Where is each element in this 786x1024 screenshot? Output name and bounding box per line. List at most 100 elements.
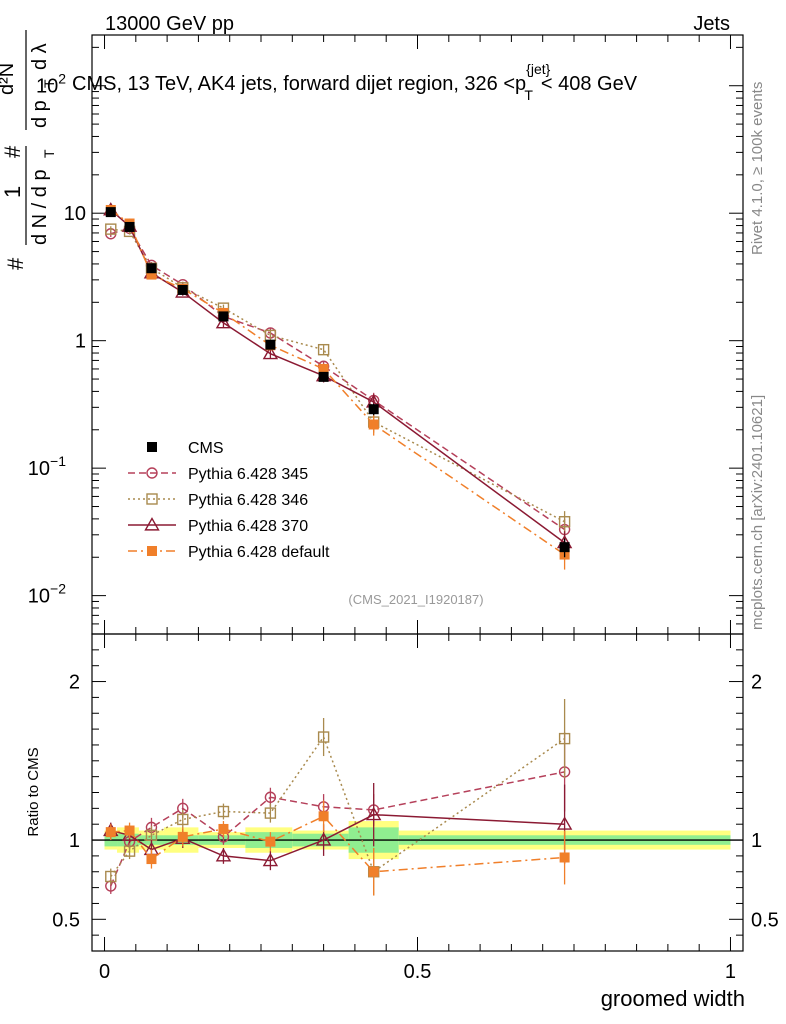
ratio-y-tick-label-left: 2: [69, 672, 80, 694]
ratio-data-point: [558, 732, 571, 745]
main-series-pythia-6-428-default: [105, 204, 570, 570]
x-tick-label: 0: [99, 961, 110, 983]
legend-item: Pythia 6.428 345: [128, 466, 308, 483]
main-y-tick-base: 10: [28, 458, 50, 480]
ratio-data-point: [146, 854, 157, 865]
y-label-dlambda: d λ: [29, 43, 51, 70]
main-y-axis-label: # 1 d N / d p T # d²N d p T d λ: [0, 30, 57, 270]
legend-label: Pythia 6.428 370: [188, 518, 308, 535]
main-data-point: [318, 363, 329, 374]
process-label: Jets: [693, 13, 730, 35]
main-y-tick-exponent: −1: [50, 453, 66, 469]
ratio-data-point: [217, 805, 230, 818]
main-data-point: [146, 263, 157, 274]
ratio-data-point: [265, 836, 276, 847]
main-data-point: [559, 542, 570, 553]
rivet-version-label: Rivet 4.1.0, ≥ 100k events: [749, 82, 766, 255]
ratio-y-tick-label-right: 0.5: [751, 909, 779, 931]
ratio-y-tick-label-left: 1: [69, 830, 80, 852]
legend-marker-swatch: [146, 493, 158, 505]
y-label-hash-1: #: [3, 257, 28, 270]
main-data-point: [317, 343, 330, 356]
main-data-point: [368, 404, 379, 415]
legend-item: Pythia 6.428 370: [128, 517, 308, 535]
ratio-data-point: [215, 847, 232, 862]
analysis-tag: (CMS_2021_I1920187): [348, 592, 483, 607]
main-series-cms: [105, 207, 570, 558]
main-data-point: [105, 223, 117, 235]
ratio-plot-frame: [91, 633, 744, 952]
ratio-data-point: [262, 852, 279, 867]
main-y-tick-base: 10: [36, 76, 58, 98]
ratio-series-pythia-6-428-default: [105, 800, 570, 896]
legend-item: Pythia 6.428 346: [128, 492, 308, 509]
ratio-data-point: [317, 731, 330, 743]
main-y-tick-label: 10: [64, 203, 86, 225]
legend-marker-swatch: [144, 517, 160, 531]
ratio-data-point: [365, 806, 382, 821]
ratio-data-point: [264, 807, 277, 819]
main-data-point: [318, 371, 329, 382]
ratio-series-pythia-6-428-346: [105, 698, 571, 896]
main-series-pythia-6-428-346: [105, 223, 571, 535]
legend-marker-swatch: [146, 467, 158, 479]
ratio-data-point: [368, 866, 379, 877]
main-data-point: [265, 339, 276, 350]
legend-label: Pythia 6.428 346: [188, 492, 308, 509]
main-data-point: [262, 345, 279, 360]
ratio-data-point: [123, 845, 136, 857]
ratio-data-point: [318, 811, 329, 822]
ratio-data-point: [315, 832, 332, 846]
main-data-point: [218, 311, 229, 322]
legend-label: CMS: [188, 440, 224, 457]
main-y-tick-label: 102: [36, 71, 66, 98]
x-axis-label: groomed width: [601, 986, 745, 1011]
main-y-tick-base: 10: [28, 586, 50, 608]
legend-marker-swatch: [147, 546, 157, 556]
ratio-axes: 0.5 0.5 1 1 2 2 0 0.5 1: [52, 633, 779, 983]
main-series-line: [110, 227, 566, 531]
ratio-y-tick-label-left: 0.5: [52, 909, 80, 931]
main-data-point: [146, 269, 157, 280]
ratio-series-pythia-6-428-370: [103, 782, 573, 871]
x-tick-label: 1: [725, 961, 736, 983]
ratio-data-point: [559, 852, 570, 863]
main-data-point: [368, 419, 379, 430]
ratio-data-point: [556, 816, 573, 830]
legend: CMS Pythia 6.428 345 Pythia 6.428 346 Pythi…: [128, 440, 330, 561]
main-y-tick-label: 10−1: [28, 453, 66, 480]
y-label-numerator: d²N: [0, 63, 18, 95]
main-series-group: [103, 202, 573, 570]
y-label-hash-2: #: [0, 145, 25, 158]
legend-marker-swatch: [147, 442, 157, 452]
main-y-tick-exponent: 2: [58, 71, 66, 87]
main-y-tick-label: 1: [75, 331, 86, 353]
ratio-series-group: [103, 698, 573, 896]
y-label-one: 1: [0, 186, 25, 198]
main-series-line: [110, 209, 566, 556]
y-label-denominator: d N / d p: [29, 169, 51, 245]
plot-title-end: < 408 GeV: [541, 73, 638, 95]
main-data-point: [105, 207, 116, 218]
ratio-series-pythia-6-428-345: [105, 732, 571, 894]
plot-title: CMS, 13 TeV, AK4 jets, forward dijet reg…: [72, 61, 638, 103]
ratio-series-line: [110, 735, 566, 877]
legend-item: Pythia 6.428 default: [128, 544, 330, 561]
ratio-data-point: [264, 791, 277, 803]
main-data-point: [558, 516, 571, 528]
y-label-dp: d p: [29, 100, 51, 128]
y-label-denominator-sub: T: [41, 149, 57, 158]
legend-item: CMS: [147, 440, 224, 457]
main-y-tick-label: 10−2: [28, 581, 66, 608]
energy-label: 13000 GeV pp: [105, 13, 234, 35]
ratio-y-tick-label-right: 2: [751, 672, 762, 694]
main-data-point: [177, 284, 188, 295]
ratio-data-point: [218, 823, 229, 834]
legend-label: Pythia 6.428 345: [188, 466, 308, 483]
ratio-data-point: [105, 870, 117, 883]
ratio-y-tick-label-right: 1: [751, 830, 762, 852]
main-series-pythia-6-428-370: [103, 202, 573, 558]
ratio-data-point: [177, 831, 188, 842]
